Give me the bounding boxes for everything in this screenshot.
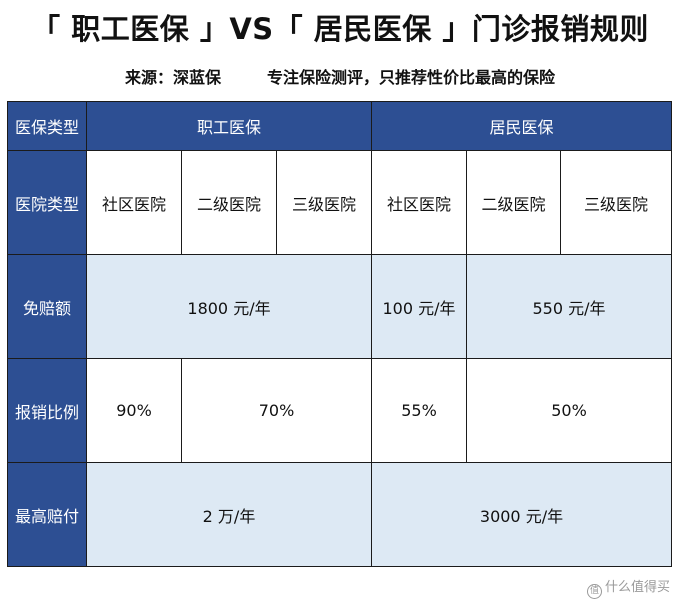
table-row-deductible: 免赔额 1800 元/年 100 元/年 550 元/年 <box>7 254 672 359</box>
hospital-resident-tertiary: 三级医院 <box>560 150 672 255</box>
insurance-type-resident: 居民医保 <box>371 101 672 151</box>
deductible-employee: 1800 元/年 <box>86 254 372 359</box>
insurance-type-employee: 职工医保 <box>86 101 372 151</box>
deductible-resident-community: 100 元/年 <box>371 254 467 359</box>
row-label-deductible: 免赔额 <box>7 254 87 359</box>
value-icon: 值 <box>586 584 602 599</box>
row-label-hospital-type: 医院类型 <box>7 150 87 255</box>
row-label-max-payout: 最高赔付 <box>7 462 87 567</box>
row-label-insurance-type: 医保类型 <box>7 101 87 151</box>
table-row-max-payout: 最高赔付 2 万/年 3000 元/年 <box>7 462 672 567</box>
ratio-resident-community: 55% <box>371 358 467 463</box>
max-payout-resident: 3000 元/年 <box>371 462 672 567</box>
watermark: 值什么值得买 <box>586 576 670 599</box>
row-label-reimbursement-ratio: 报销比例 <box>7 358 87 463</box>
page-title: 「 职工医保 」VS「 居民医保 」门诊报销规则 <box>31 12 649 46</box>
ratio-employee-community: 90% <box>86 358 182 463</box>
source-label: 来源：深蓝保 <box>124 68 221 87</box>
table-row-hospital-type: 医院类型 社区医院 二级医院 三级医院 社区医院 二级医院 三级医院 <box>7 150 672 255</box>
hospital-resident-community: 社区医院 <box>371 150 467 255</box>
reimbursement-table: 医保类型 职工医保 居民医保 医院类型 社区医院 二级医院 三级医院 社区医院 … <box>7 101 672 567</box>
hospital-employee-secondary: 二级医院 <box>181 150 277 255</box>
ratio-employee-other: 70% <box>181 358 372 463</box>
watermark-text: 什么值得买 <box>604 580 670 595</box>
hospital-employee-community: 社区医院 <box>86 150 182 255</box>
ratio-resident-other: 50% <box>466 358 672 463</box>
subtitle: 来源：深蓝保 专注保险测评，只推荐性价比最高的保险 <box>0 64 680 88</box>
hospital-employee-tertiary: 三级医院 <box>276 150 372 255</box>
deductible-resident-other: 550 元/年 <box>466 254 672 359</box>
table-row-reimbursement-ratio: 报销比例 90% 70% 55% 50% <box>7 358 672 463</box>
max-payout-employee: 2 万/年 <box>86 462 372 567</box>
table-row-insurance-type: 医保类型 职工医保 居民医保 <box>7 101 672 151</box>
hospital-resident-secondary: 二级医院 <box>466 150 561 255</box>
slogan: 专注保险测评，只推荐性价比最高的保险 <box>267 68 556 87</box>
